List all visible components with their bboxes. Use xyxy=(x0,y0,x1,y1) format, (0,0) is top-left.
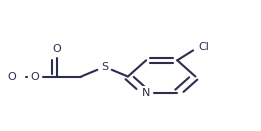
Text: O: O xyxy=(30,72,39,81)
Text: Cl: Cl xyxy=(198,42,209,52)
Text: O: O xyxy=(8,72,16,81)
Text: N: N xyxy=(142,88,150,98)
Text: S: S xyxy=(101,62,108,72)
Text: O: O xyxy=(52,44,61,54)
